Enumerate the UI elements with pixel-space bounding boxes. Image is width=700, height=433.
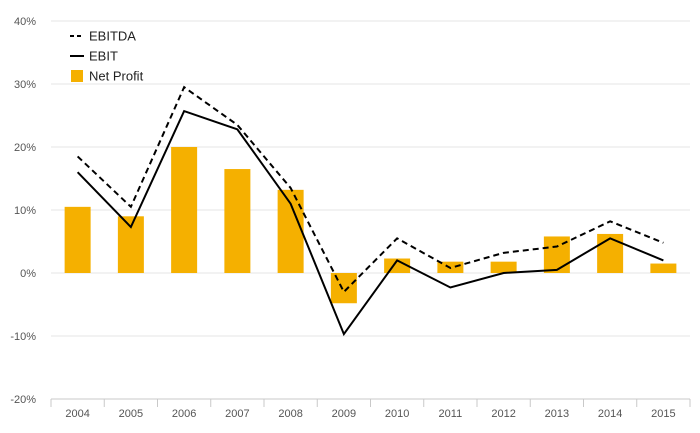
series-lines bbox=[76, 85, 664, 337]
x-tick-label: 2013 bbox=[545, 408, 569, 420]
legend-swatch bbox=[71, 70, 83, 82]
x-tick-label: 2011 bbox=[439, 408, 463, 420]
y-tick-label: -10% bbox=[10, 331, 36, 343]
legend: EBITDA EBIT Net Profit bbox=[70, 29, 144, 84]
axes: -20% -10% 0% 10% 20% 30% 40% 2004 2005 2006 2007 20… bbox=[10, 16, 691, 420]
x-tick-label: 2006 bbox=[172, 408, 196, 420]
x-tick-label: 2005 bbox=[119, 408, 143, 420]
y-tick-label: 0% bbox=[20, 268, 36, 280]
x-tick-label: 2009 bbox=[332, 408, 356, 420]
y-tick-label: 20% bbox=[14, 142, 36, 154]
y-tick-label: -20% bbox=[10, 394, 36, 406]
grid-lines bbox=[51, 20, 690, 400]
y-tick-label: 40% bbox=[14, 16, 36, 28]
x-tick-label: 2007 bbox=[225, 408, 249, 420]
net-profit-bar bbox=[650, 263, 677, 273]
x-tick-label: 2015 bbox=[651, 408, 675, 420]
ebitda-line bbox=[76, 85, 664, 294]
net-profit-bar bbox=[224, 169, 251, 273]
net-profit-bar bbox=[64, 206, 91, 273]
net-profit-bar bbox=[597, 233, 624, 273]
x-tick-label: 2004 bbox=[65, 408, 89, 420]
y-tick-label: 30% bbox=[14, 79, 36, 91]
x-tick-label: 2008 bbox=[278, 408, 302, 420]
x-tick-label: 2010 bbox=[385, 408, 409, 420]
net-profit-bar bbox=[171, 147, 198, 273]
legend-label: EBIT bbox=[89, 49, 118, 64]
net-profit-bar bbox=[330, 273, 357, 304]
legend-label: EBITDA bbox=[89, 29, 136, 44]
legend-label: Net Profit bbox=[89, 69, 144, 84]
x-tick-label: 2012 bbox=[491, 408, 515, 420]
x-tick-label: 2014 bbox=[598, 408, 622, 420]
net-profit-bar bbox=[490, 261, 517, 273]
y-tick-label: 10% bbox=[14, 205, 36, 217]
ebit-line bbox=[76, 109, 664, 337]
